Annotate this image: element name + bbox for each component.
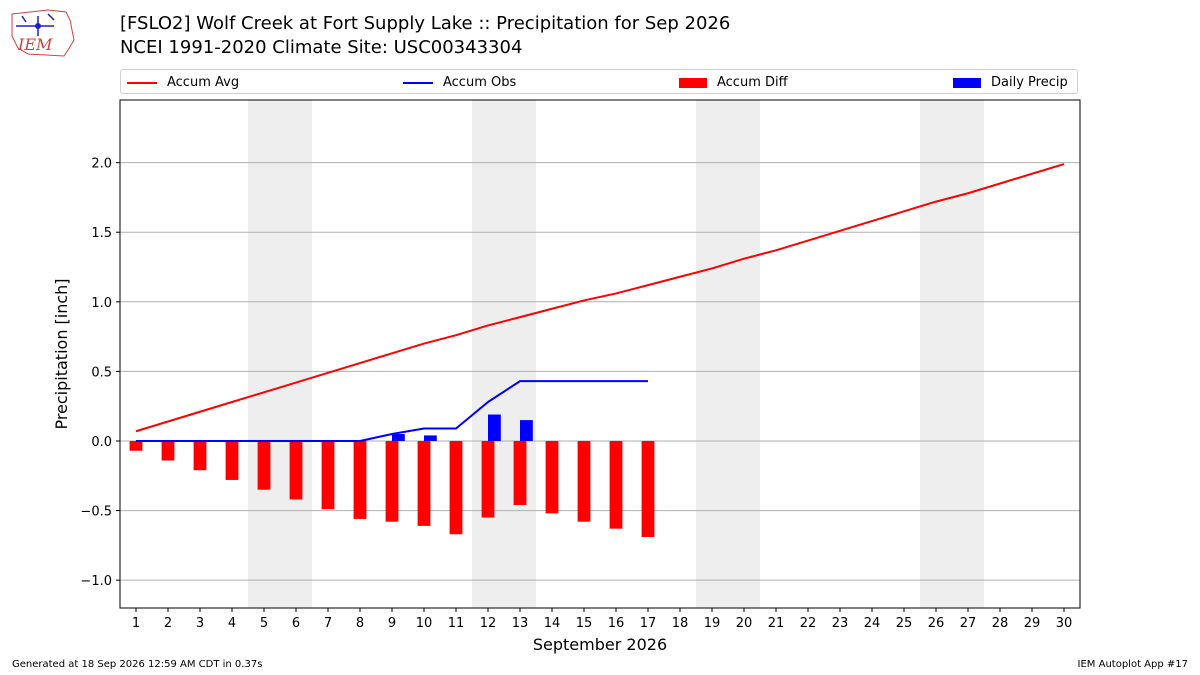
- x-tick-label: 10: [416, 616, 433, 631]
- y-tick-label: 0.5: [91, 365, 112, 380]
- x-tick-label: 21: [768, 616, 785, 631]
- app-note: IEM Autoplot App #17: [1077, 659, 1188, 670]
- x-tick-label: 25: [896, 616, 913, 631]
- y-tick-label: 1.0: [91, 296, 112, 311]
- accum-diff-bar: [321, 440, 335, 510]
- accum-diff-bar: [225, 440, 239, 480]
- iem-logo: IEM: [11, 9, 75, 57]
- x-axis-label: September 2026: [533, 635, 667, 654]
- x-tick-label: 8: [356, 616, 364, 631]
- weekend-band: [472, 100, 504, 608]
- y-tick-label: 0.0: [91, 435, 112, 450]
- x-tick-label: 29: [1024, 616, 1041, 631]
- x-tick-label: 3: [196, 616, 204, 631]
- accum-obs-swatch: [403, 81, 433, 84]
- x-tick-label: 18: [672, 616, 689, 631]
- weekend-band: [696, 100, 728, 608]
- x-tick-label: 11: [448, 616, 465, 631]
- accum-diff-bar: [609, 440, 623, 529]
- accum-avg-line: [135, 163, 1065, 433]
- accum-diff-bar: [417, 440, 431, 526]
- x-tick-label: 7: [324, 616, 332, 631]
- x-tick-label: 19: [704, 616, 721, 631]
- x-tick-label: 17: [640, 616, 657, 631]
- accum-diff-bar: [129, 440, 143, 451]
- weekend-band: [504, 100, 536, 608]
- x-tick-label: 23: [832, 616, 849, 631]
- daily-precip-bar: [488, 414, 501, 441]
- accum-diff-bar: [481, 440, 495, 518]
- x-tick-label: 16: [608, 616, 625, 631]
- accum-diff-bar: [161, 440, 175, 461]
- x-tick-label: 14: [544, 616, 561, 631]
- accum-diff-bar: [513, 440, 527, 506]
- accum-diff-bar: [449, 440, 463, 535]
- weekend-band: [248, 100, 280, 608]
- weekend-band: [952, 100, 984, 608]
- daily-precip-swatch: [953, 77, 981, 88]
- y-axis-label: Precipitation [inch]: [52, 278, 71, 429]
- legend-item-accum-obs: Accum Obs: [403, 70, 516, 95]
- x-tick-label: 1: [132, 616, 140, 631]
- weekend-band: [728, 100, 760, 608]
- x-tick-label: 9: [388, 616, 396, 631]
- legend-label: Accum Diff: [717, 75, 788, 90]
- x-tick-label: 12: [480, 616, 497, 631]
- legend-item-accum-diff: Accum Diff: [679, 70, 788, 95]
- weekend-band: [280, 100, 312, 608]
- accum-diff-bar: [641, 440, 655, 538]
- weekend-band: [920, 100, 952, 608]
- y-tick-label: 1.5: [91, 226, 112, 241]
- accum-diff-swatch: [679, 77, 707, 88]
- legend-label: Accum Avg: [167, 75, 240, 90]
- plot-frame: [119, 99, 1081, 609]
- y-tick-label: −1.0: [80, 574, 112, 589]
- x-tick-label: 30: [1056, 616, 1073, 631]
- accum-obs-line: [136, 380, 648, 442]
- x-tick-label: 22: [800, 616, 817, 631]
- accum-diff-bar: [385, 440, 399, 522]
- accum-diff-bar: [289, 440, 303, 500]
- legend-label: Accum Obs: [443, 75, 517, 90]
- x-tick-label: 28: [992, 616, 1009, 631]
- x-tick-label: 15: [576, 616, 593, 631]
- accum-diff-bar: [545, 440, 559, 514]
- legend-label: Daily Precip: [991, 75, 1068, 90]
- svg-text:IEM: IEM: [17, 35, 53, 54]
- y-tick-label: −0.5: [80, 505, 112, 520]
- x-tick-label: 27: [960, 616, 977, 631]
- x-tick-label: 13: [512, 616, 529, 631]
- chart-subtitle: NCEI 1991-2020 Climate Site: USC00343304: [120, 37, 523, 58]
- x-tick-label: 24: [864, 616, 881, 631]
- x-tick-label: 5: [260, 616, 268, 631]
- daily-precip-bar: [392, 434, 405, 441]
- daily-precip-bar: [424, 435, 437, 441]
- x-tick-label: 2: [164, 616, 172, 631]
- x-tick-label: 20: [736, 616, 753, 631]
- accum-diff-bar: [577, 440, 591, 522]
- daily-precip-bar: [520, 420, 533, 441]
- chart-title: [FSLO2] Wolf Creek at Fort Supply Lake :…: [120, 13, 731, 34]
- accum-diff-bar: [193, 440, 207, 471]
- x-tick-label: 6: [292, 616, 300, 631]
- x-tick-label: 4: [228, 616, 236, 631]
- x-tick-label: 26: [928, 616, 945, 631]
- accum-diff-bar: [257, 440, 271, 490]
- accum-avg-swatch: [127, 81, 157, 84]
- legend: Accum Avg Accum Obs Accum Diff Daily Pre…: [120, 69, 1078, 94]
- generated-note: Generated at 18 Sep 2026 12:59 AM CDT in…: [12, 659, 263, 670]
- y-tick-label: 2.0: [91, 157, 112, 172]
- legend-item-daily-precip: Daily Precip: [953, 70, 1068, 95]
- legend-item-accum-avg: Accum Avg: [127, 70, 239, 95]
- accum-diff-bar: [353, 440, 367, 519]
